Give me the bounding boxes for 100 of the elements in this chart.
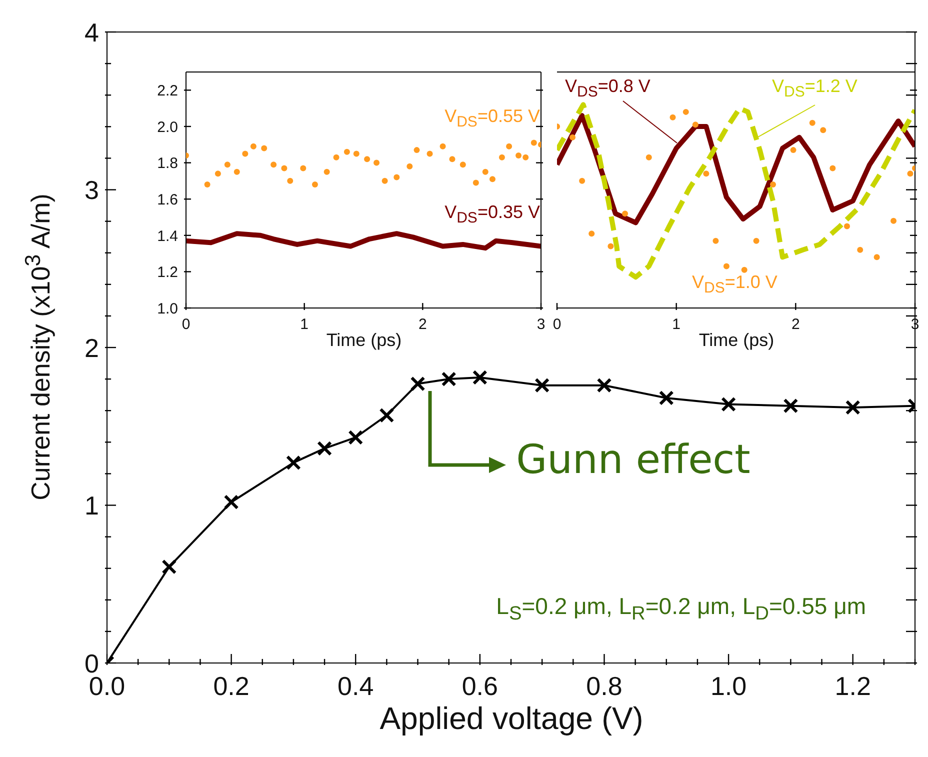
point bbox=[534, 378, 550, 393]
point bbox=[312, 182, 318, 188]
point bbox=[440, 143, 446, 150]
point bbox=[723, 263, 730, 270]
point bbox=[482, 168, 488, 175]
point bbox=[790, 147, 796, 154]
point bbox=[460, 162, 466, 168]
point bbox=[622, 210, 628, 217]
point bbox=[646, 154, 652, 160]
point bbox=[414, 147, 420, 154]
point bbox=[287, 178, 294, 184]
point bbox=[530, 140, 537, 146]
point bbox=[658, 390, 674, 406]
x-tick-label: 0.2 bbox=[213, 671, 250, 701]
series-label: V$_{DS}$=0.35 V bbox=[444, 202, 540, 227]
x-axis-title: Applied voltage (V) bbox=[378, 700, 644, 737]
point bbox=[741, 266, 748, 273]
point bbox=[845, 400, 860, 415]
point bbox=[753, 238, 760, 244]
y-tick-label: 1 bbox=[84, 490, 99, 521]
point bbox=[506, 143, 512, 150]
x-tick-label: 0.4 bbox=[338, 671, 374, 701]
point bbox=[522, 154, 529, 160]
point bbox=[379, 408, 394, 423]
point bbox=[608, 243, 614, 250]
point bbox=[242, 150, 248, 157]
series-label: V$_{DS}$=0.55 V bbox=[444, 106, 540, 131]
y-tick-label: 1.6 bbox=[157, 191, 178, 208]
point bbox=[783, 398, 798, 414]
point bbox=[281, 165, 288, 172]
point bbox=[830, 165, 836, 172]
x-tick-label: 0 bbox=[552, 316, 562, 333]
point bbox=[204, 182, 210, 188]
point bbox=[874, 254, 880, 260]
point bbox=[489, 176, 496, 182]
annotation: Gunn effect bbox=[516, 437, 750, 484]
point bbox=[703, 170, 710, 177]
point bbox=[406, 163, 413, 170]
point bbox=[250, 143, 256, 150]
point bbox=[214, 170, 221, 177]
x-axis-title: Time (ps) bbox=[326, 330, 402, 350]
point bbox=[449, 156, 456, 162]
point bbox=[324, 168, 330, 175]
point bbox=[224, 494, 239, 510]
point bbox=[570, 134, 576, 140]
point bbox=[344, 148, 350, 155]
y-tick-label: 4 bbox=[84, 17, 99, 48]
point bbox=[770, 182, 776, 188]
point bbox=[844, 223, 850, 230]
point bbox=[382, 178, 388, 184]
point bbox=[857, 246, 864, 253]
point bbox=[890, 218, 897, 224]
point bbox=[317, 440, 332, 456]
point bbox=[374, 160, 380, 166]
point bbox=[286, 455, 301, 470]
point bbox=[333, 154, 340, 160]
point bbox=[162, 559, 177, 574]
x-tick-label: 2 bbox=[791, 316, 800, 333]
annotation: L$_{S}$=0.2 μm, L$_{R}$=0.2 μm, L$_{D}$=0.55 μm bbox=[496, 593, 866, 626]
x-tick-label: 0.8 bbox=[586, 671, 622, 701]
point bbox=[820, 127, 826, 134]
x-tick-label: 3 bbox=[536, 316, 546, 333]
x-tick-label: 1.2 bbox=[834, 671, 871, 701]
series-label: V$_{DS}$=1.0 V bbox=[692, 272, 778, 297]
point bbox=[596, 378, 612, 393]
y-tick-label: 1.8 bbox=[157, 155, 178, 172]
point bbox=[234, 168, 240, 175]
series-label: V$_{DS}$=0.8 V bbox=[565, 76, 650, 101]
y-tick-label: 1.2 bbox=[157, 264, 178, 282]
x-tick-label: 1 bbox=[672, 316, 681, 333]
series-label: V$_{DS}$=1.2 V bbox=[772, 76, 858, 101]
y-tick-label: 1.4 bbox=[157, 228, 178, 245]
point bbox=[472, 370, 488, 385]
x-tick-label: 0.6 bbox=[462, 671, 498, 701]
x-tick-label: 1.0 bbox=[710, 671, 747, 701]
point bbox=[410, 376, 426, 392]
point bbox=[498, 154, 505, 160]
y-tick-label: 1.0 bbox=[157, 300, 178, 318]
point bbox=[670, 114, 676, 120]
point bbox=[300, 165, 306, 172]
y-tick-label: 3 bbox=[84, 175, 99, 206]
point bbox=[721, 396, 736, 412]
point bbox=[224, 162, 230, 168]
point bbox=[472, 180, 479, 186]
point bbox=[588, 230, 595, 237]
x-tick-label: 1 bbox=[300, 316, 309, 333]
point bbox=[712, 238, 719, 244]
point bbox=[907, 170, 914, 177]
point bbox=[516, 152, 522, 159]
point bbox=[261, 145, 268, 152]
point bbox=[353, 150, 360, 157]
point bbox=[692, 122, 698, 128]
point bbox=[809, 120, 816, 126]
x-tick-label: 2 bbox=[418, 316, 427, 333]
y-tick-label: 2.2 bbox=[157, 82, 178, 100]
point bbox=[364, 156, 370, 162]
point bbox=[426, 150, 433, 157]
point bbox=[441, 372, 456, 387]
x-tick-label: 0 bbox=[182, 316, 190, 333]
point bbox=[348, 430, 364, 445]
